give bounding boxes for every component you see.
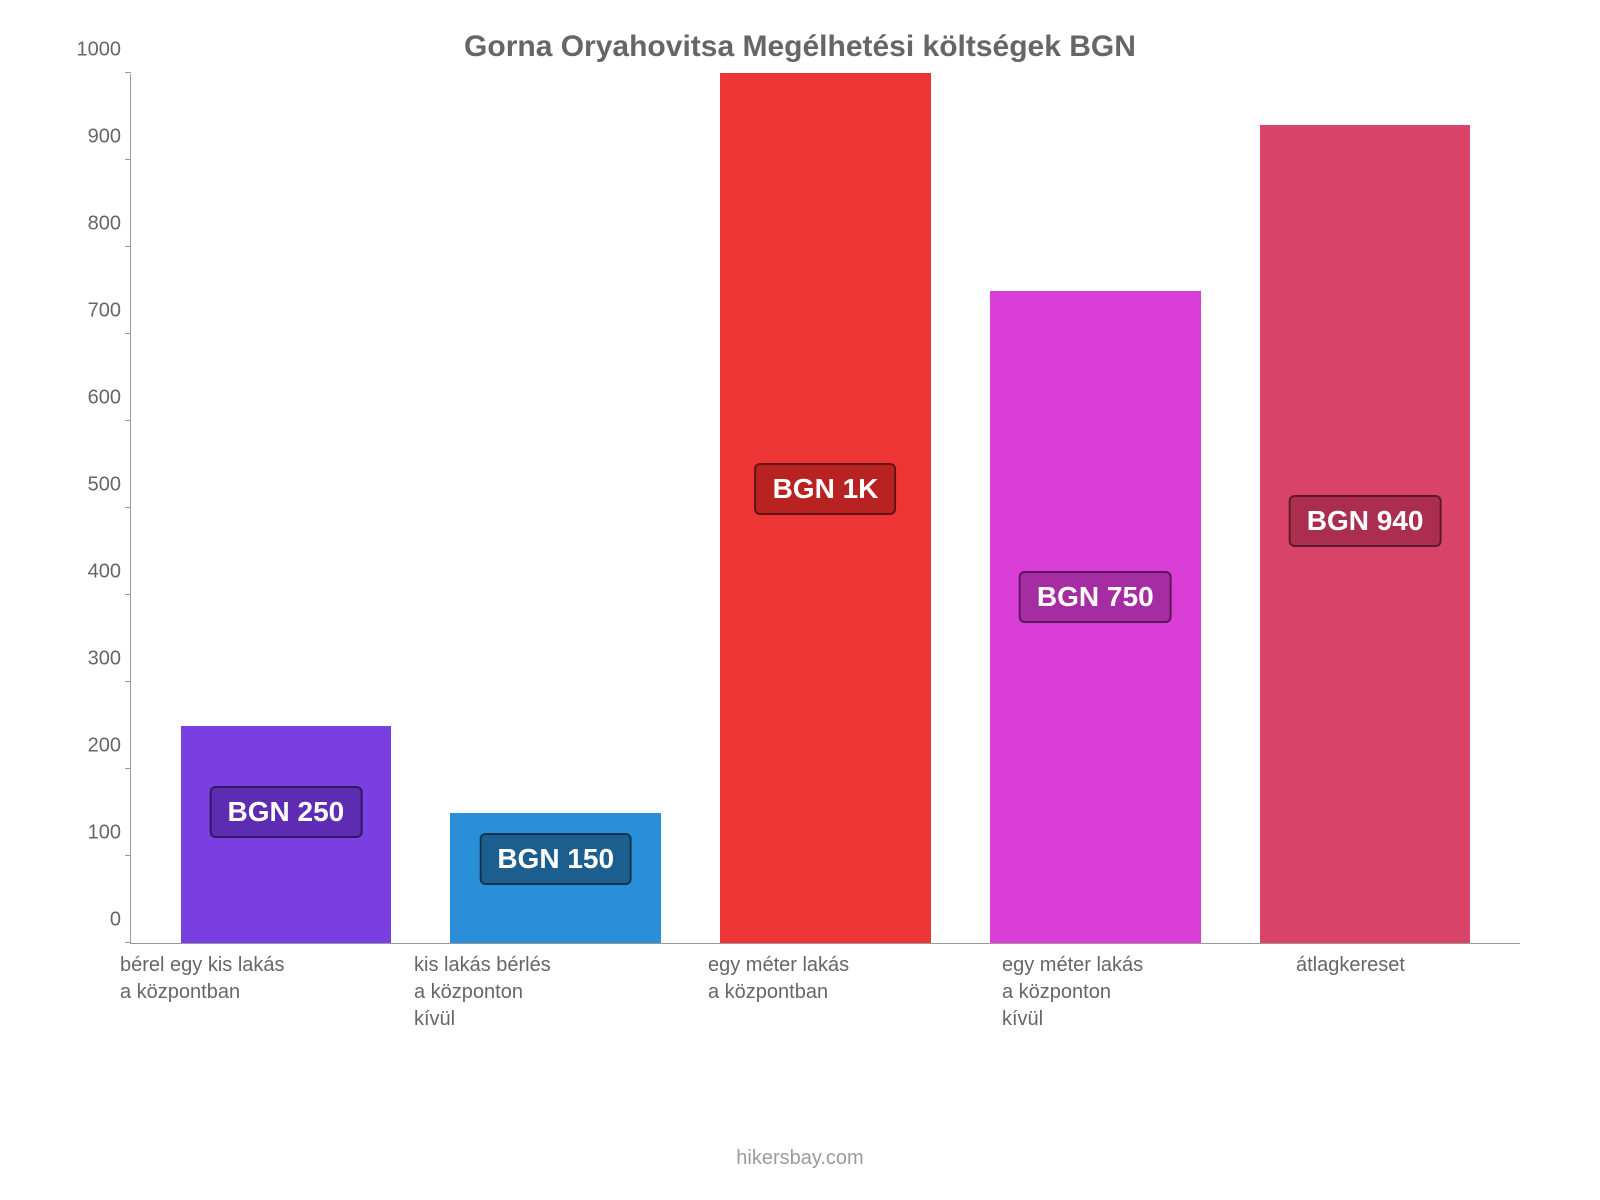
y-tick-label: 1000 xyxy=(61,39,121,62)
bar: BGN 150 xyxy=(450,813,660,944)
y-tick-mark xyxy=(125,420,131,421)
y-tick-label: 700 xyxy=(61,300,121,323)
x-axis-category-label: egy méter lakás a központban xyxy=(678,938,972,1033)
y-tick-mark xyxy=(125,246,131,247)
y-tick-mark xyxy=(125,855,131,856)
y-tick-label: 900 xyxy=(61,126,121,149)
bar-slot: BGN 150 xyxy=(421,74,691,943)
y-tick-mark xyxy=(125,507,131,508)
x-axis-category-label: egy méter lakás a központon kívül xyxy=(972,938,1266,1033)
bar-value-label: BGN 750 xyxy=(1019,571,1172,623)
y-tick-label: 500 xyxy=(61,474,121,497)
y-tick-mark xyxy=(125,768,131,769)
bar-value-label: BGN 1K xyxy=(755,463,897,515)
attribution-text: hikersbay.com xyxy=(0,1147,1600,1170)
y-tick-mark xyxy=(125,681,131,682)
bar-value-label: BGN 150 xyxy=(479,833,632,885)
y-tick-mark xyxy=(125,333,131,334)
bar-slot: BGN 1K xyxy=(691,74,961,943)
y-tick-label: 300 xyxy=(61,648,121,671)
y-tick-label: 200 xyxy=(61,735,121,758)
y-tick-label: 600 xyxy=(61,387,121,410)
cost-of-living-bar-chart: Gorna Oryahovitsa Megélhetési költségek … xyxy=(0,0,1600,1200)
y-tick-mark xyxy=(125,72,131,73)
chart-title: Gorna Oryahovitsa Megélhetési költségek … xyxy=(60,30,1540,64)
x-axis-category-label: kis lakás bérlés a központon kívül xyxy=(384,938,678,1033)
bar: BGN 1K xyxy=(720,73,930,943)
x-axis-category-label: bérel egy kis lakás a központban xyxy=(90,938,384,1033)
bar-slot: BGN 250 xyxy=(151,74,421,943)
bar: BGN 250 xyxy=(181,726,391,944)
bar: BGN 750 xyxy=(990,291,1200,944)
bar-value-label: BGN 250 xyxy=(210,786,363,838)
y-tick-mark xyxy=(125,159,131,160)
plot-area: BGN 250BGN 150BGN 1KBGN 750BGN 940 01002… xyxy=(130,74,1520,944)
y-tick-label: 400 xyxy=(61,561,121,584)
x-axis-labels: bérel egy kis lakás a központbankis laká… xyxy=(70,938,1580,1033)
bar-slot: BGN 940 xyxy=(1230,74,1500,943)
y-tick-label: 100 xyxy=(61,822,121,845)
bars-row: BGN 250 BGN 150 BGN 1K BGN 750 BGN 940 xyxy=(131,74,1520,943)
y-tick-mark xyxy=(125,594,131,595)
bar-value-label: BGN 940 xyxy=(1289,495,1442,547)
bar: BGN 940 xyxy=(1260,125,1470,943)
y-tick-label: 0 xyxy=(61,909,121,932)
x-axis-category-label: átlagkereset xyxy=(1266,938,1560,1033)
y-tick-label: 800 xyxy=(61,213,121,236)
bar-slot: BGN 750 xyxy=(960,74,1230,943)
